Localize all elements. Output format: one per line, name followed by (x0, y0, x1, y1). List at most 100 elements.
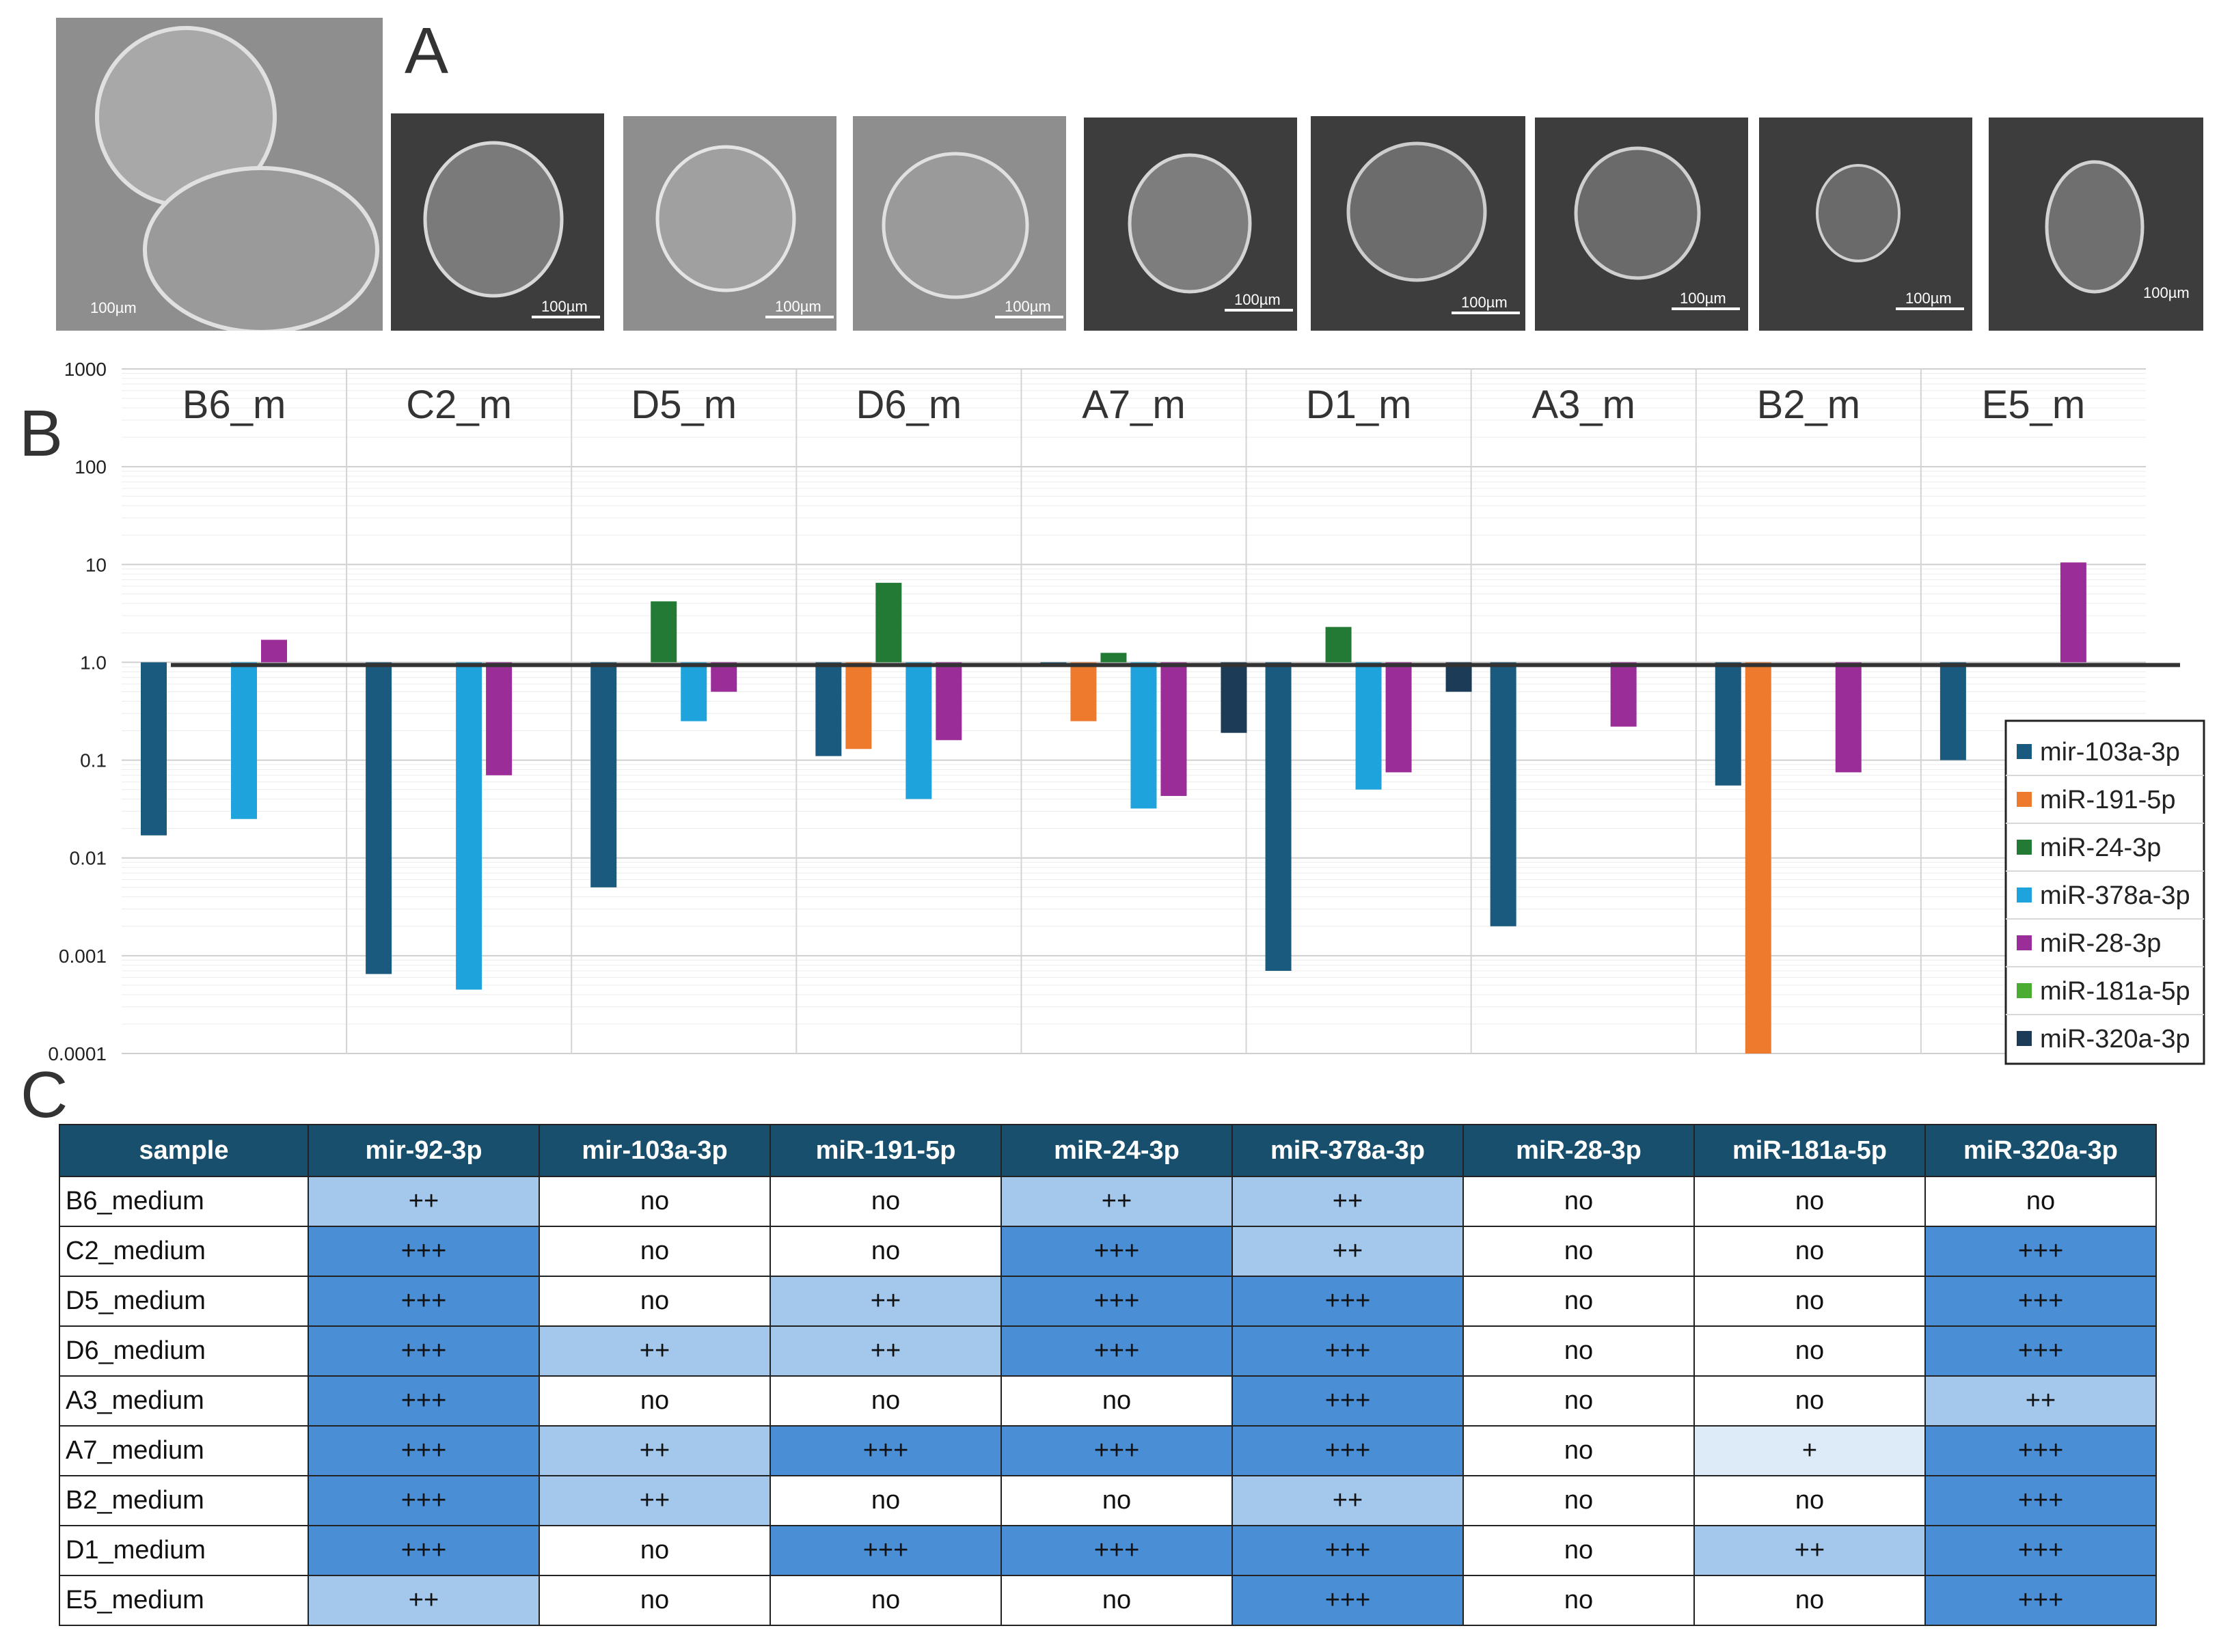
scale-label: 100µm (775, 298, 821, 315)
expression-cell: +++ (1924, 1425, 2157, 1476)
expression-cell: +++ (1000, 1425, 1233, 1476)
embryo-image-6: 100µm (1311, 116, 1525, 331)
bar-miR-28-3p (1385, 662, 1412, 773)
expression-cell: +++ (1924, 1525, 2157, 1576)
sample-name-cell: E5_medium (59, 1575, 309, 1626)
expression-cell: +++ (1924, 1226, 2157, 1277)
expression-cell: +++ (1000, 1525, 1233, 1576)
sample-label: C2_m (406, 383, 512, 427)
expression-cell: ++ (770, 1276, 1002, 1327)
bar-mir-103a-3p (1490, 662, 1516, 926)
legend-label: miR-28-3p (2040, 929, 2161, 958)
embryo-image-3: 100µm (623, 116, 836, 331)
table-row: E5_medium ++ no no no +++ no no +++ (59, 1575, 2157, 1626)
expression-cell: +++ (1231, 1325, 1464, 1377)
table-row: C2_medium +++ no no +++ ++ no no +++ (59, 1226, 2157, 1277)
y-tick-label: 0.01 (70, 848, 107, 869)
bar-miR-378a-3p (681, 662, 707, 721)
table-header-cell: mir-103a-3p (539, 1124, 771, 1177)
expression-cell: no (1462, 1226, 1695, 1277)
bar-miR-378a-3p (1355, 662, 1382, 790)
expression-cell: ++ (1000, 1176, 1233, 1227)
expression-cell: +++ (1231, 1575, 1464, 1626)
expression-cell: +++ (308, 1525, 540, 1576)
embryo-drawing (655, 145, 796, 292)
expression-cell: +++ (308, 1475, 540, 1526)
expression-cell: no (770, 1176, 1002, 1227)
sample-name-cell: B2_medium (59, 1475, 309, 1526)
bar-miR-28-3p (486, 662, 513, 775)
bar-mir-103a-3p (141, 662, 167, 836)
bar-miR-28-3p (711, 662, 737, 692)
sample-name-cell: B6_medium (59, 1176, 309, 1227)
sample-label: D1_m (1306, 383, 1412, 427)
expression-cell: ++ (308, 1176, 540, 1227)
chart-bars (141, 562, 2086, 1054)
sample-label: E5_m (1982, 383, 2086, 427)
bar-miR-191-5p (1745, 662, 1771, 1054)
expression-cell: no (539, 1525, 771, 1576)
table-header-cell: miR-320a-3p (1924, 1124, 2157, 1177)
bar-mir-103a-3p (366, 662, 392, 974)
expression-cell: no (1462, 1176, 1695, 1227)
expression-cell: +++ (1924, 1325, 2157, 1377)
embryo-drawing (882, 152, 1029, 299)
bar-mir-103a-3p (815, 662, 842, 756)
table-header-cell: miR-181a-5p (1693, 1124, 1926, 1177)
scale-label: 100µm (1461, 294, 1508, 311)
scale-label: 100µm (2143, 284, 2190, 301)
sample-labels: B6_m C2_m D5_m D6_m A7_m D1_m A3_m B2_m E5_m (182, 383, 2085, 427)
sample-label: A7_m (1082, 383, 1186, 427)
bar-miR-24-3p (1100, 652, 1127, 663)
bar-chart: 1000 100 10 1.0 0.1 0.01 0.001 0.0001 B6_m C2_m D… (48, 359, 2205, 1065)
expression-cell: no (1462, 1375, 1695, 1427)
scale-label: 100µm (541, 298, 588, 315)
embryo-image-9: 100µm (1989, 118, 2203, 331)
expression-cell: no (1000, 1575, 1233, 1626)
sample-name-cell: C2_medium (59, 1226, 309, 1277)
legend-label: miR-191-5p (2040, 786, 2176, 814)
embryo-drawing (2045, 160, 2145, 294)
legend-swatch (2017, 887, 2032, 903)
expression-cell: +++ (1231, 1375, 1464, 1427)
scale-label: 100µm (1905, 290, 1952, 307)
expression-cell: no (770, 1375, 1002, 1427)
expression-cell: +++ (1000, 1226, 1233, 1277)
panel-label-a: A (405, 14, 449, 87)
bar-miR-378a-3p (231, 662, 257, 819)
expression-cell: +++ (1924, 1475, 2157, 1526)
table-header-cell: sample (59, 1124, 309, 1177)
expression-cell: no (1000, 1375, 1233, 1427)
legend-swatch (2017, 983, 2032, 998)
table-header-cell: miR-378a-3p (1231, 1124, 1464, 1177)
legend-swatch (2017, 792, 2032, 807)
expression-cell: +++ (308, 1425, 540, 1476)
legend-label: miR-320a-3p (2040, 1025, 2190, 1054)
expression-cell: +++ (770, 1525, 1002, 1576)
scale-bar (1672, 307, 1740, 310)
expression-cell: +++ (1924, 1276, 2157, 1327)
scale-label: 100µm (1680, 290, 1726, 307)
legend-label: miR-24-3p (2040, 834, 2161, 862)
legend-swatch (2017, 935, 2032, 950)
expression-cell: +++ (1000, 1276, 1233, 1327)
bar-miR-28-3p (936, 662, 962, 741)
scale-bar (1225, 309, 1293, 312)
expression-cell: no (1693, 1375, 1926, 1427)
sample-name-cell: D5_medium (59, 1276, 309, 1327)
legend-swatch (2017, 1031, 2032, 1046)
y-tick-label: 1.0 (80, 652, 107, 673)
table-header-cell: miR-24-3p (1000, 1124, 1233, 1177)
legend: mir-103a-3p miR-191-5p miR-24-3p miR-378a-3… (2004, 719, 2205, 1065)
table-row: A7_medium +++ ++ +++ +++ +++ no + +++ (59, 1425, 2157, 1476)
table-header-cell: miR-191-5p (770, 1124, 1002, 1177)
expression-cell: no (1462, 1276, 1695, 1327)
embryo-drawing (423, 141, 564, 298)
bar-mir-103a-3p (1265, 662, 1292, 972)
scale-label: 100µm (90, 299, 137, 316)
expression-cell: + (1693, 1425, 1926, 1476)
bar-miR-378a-3p (906, 662, 932, 799)
expression-cell: ++ (539, 1325, 771, 1377)
embryo-image-7: 100µm (1535, 118, 1748, 331)
scale-bar (995, 316, 1063, 318)
